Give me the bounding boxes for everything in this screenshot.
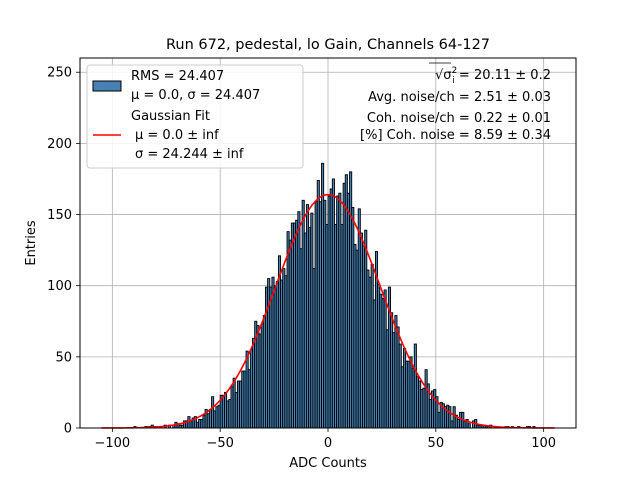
x-tick-label: −50: [206, 436, 233, 451]
legend-histogram-swatch: [92, 80, 122, 92]
x-tick-label: 50: [428, 436, 445, 451]
annotation-coh-percent: [%] Coh. noise = 8.59 ± 0.34: [360, 128, 551, 143]
x-tick-label: 100: [531, 436, 556, 451]
x-axis-label: ADC Counts: [289, 456, 367, 471]
y-tick-label: 50: [55, 350, 72, 365]
y-axis-label: Entries: [24, 220, 39, 266]
legend-fit-label-line3: σ = 24.244 ± inf: [135, 147, 244, 162]
legend-fit-label: Gaussian Fit: [131, 109, 210, 124]
noise-annotations: √σ2 i = 20.11 ± 0.2 Avg. noise/ch = 2.51 …: [360, 62, 551, 143]
legend: RMS = 24.407 μ = 0.0, σ = 24.407 Gaussia…: [86, 64, 304, 169]
y-tick-label: 150: [47, 208, 72, 223]
x-tick-label: 0: [324, 436, 332, 451]
y-axis-ticks: 0 50 100 150 200 250: [47, 66, 80, 437]
annotation-coh-noise: Coh. noise/ch = 0.22 ± 0.01: [367, 111, 551, 126]
legend-histogram-label: RMS = 24.407: [131, 69, 224, 84]
annotation-sigma-value: = 20.11 ± 0.2: [455, 68, 551, 83]
gaussian-fit-curve: [101, 193, 555, 429]
y-tick-label: 100: [47, 279, 72, 294]
annotation-sigma-i: √σ2 i = 20.11 ± 0.2: [435, 66, 551, 86]
histogram-bars: [133, 162, 536, 429]
chart-title: Run 672, pedestal, lo Gain, Channels 64-…: [166, 37, 490, 53]
annotation-avg-noise: Avg. noise/ch = 2.51 ± 0.03: [368, 90, 551, 105]
x-axis-ticks: −100 −50 0 50 100: [94, 428, 556, 451]
y-tick-label: 200: [47, 137, 72, 152]
x-tick-label: −100: [94, 436, 130, 451]
annotation-sigma-sup: 2: [452, 66, 458, 76]
legend-histogram-label-line2: μ = 0.0, σ = 24.407: [131, 88, 260, 103]
y-tick-label: 250: [47, 66, 72, 81]
annotation-sigma-sub: i: [452, 76, 455, 86]
histogram-bar: [467, 423, 471, 429]
legend-box: [86, 64, 304, 169]
y-tick-label: 0: [64, 422, 72, 437]
legend-fit-label-line2: μ = 0.0 ± inf: [135, 128, 219, 143]
annotation-sigma-prefix: √σ: [435, 68, 452, 83]
